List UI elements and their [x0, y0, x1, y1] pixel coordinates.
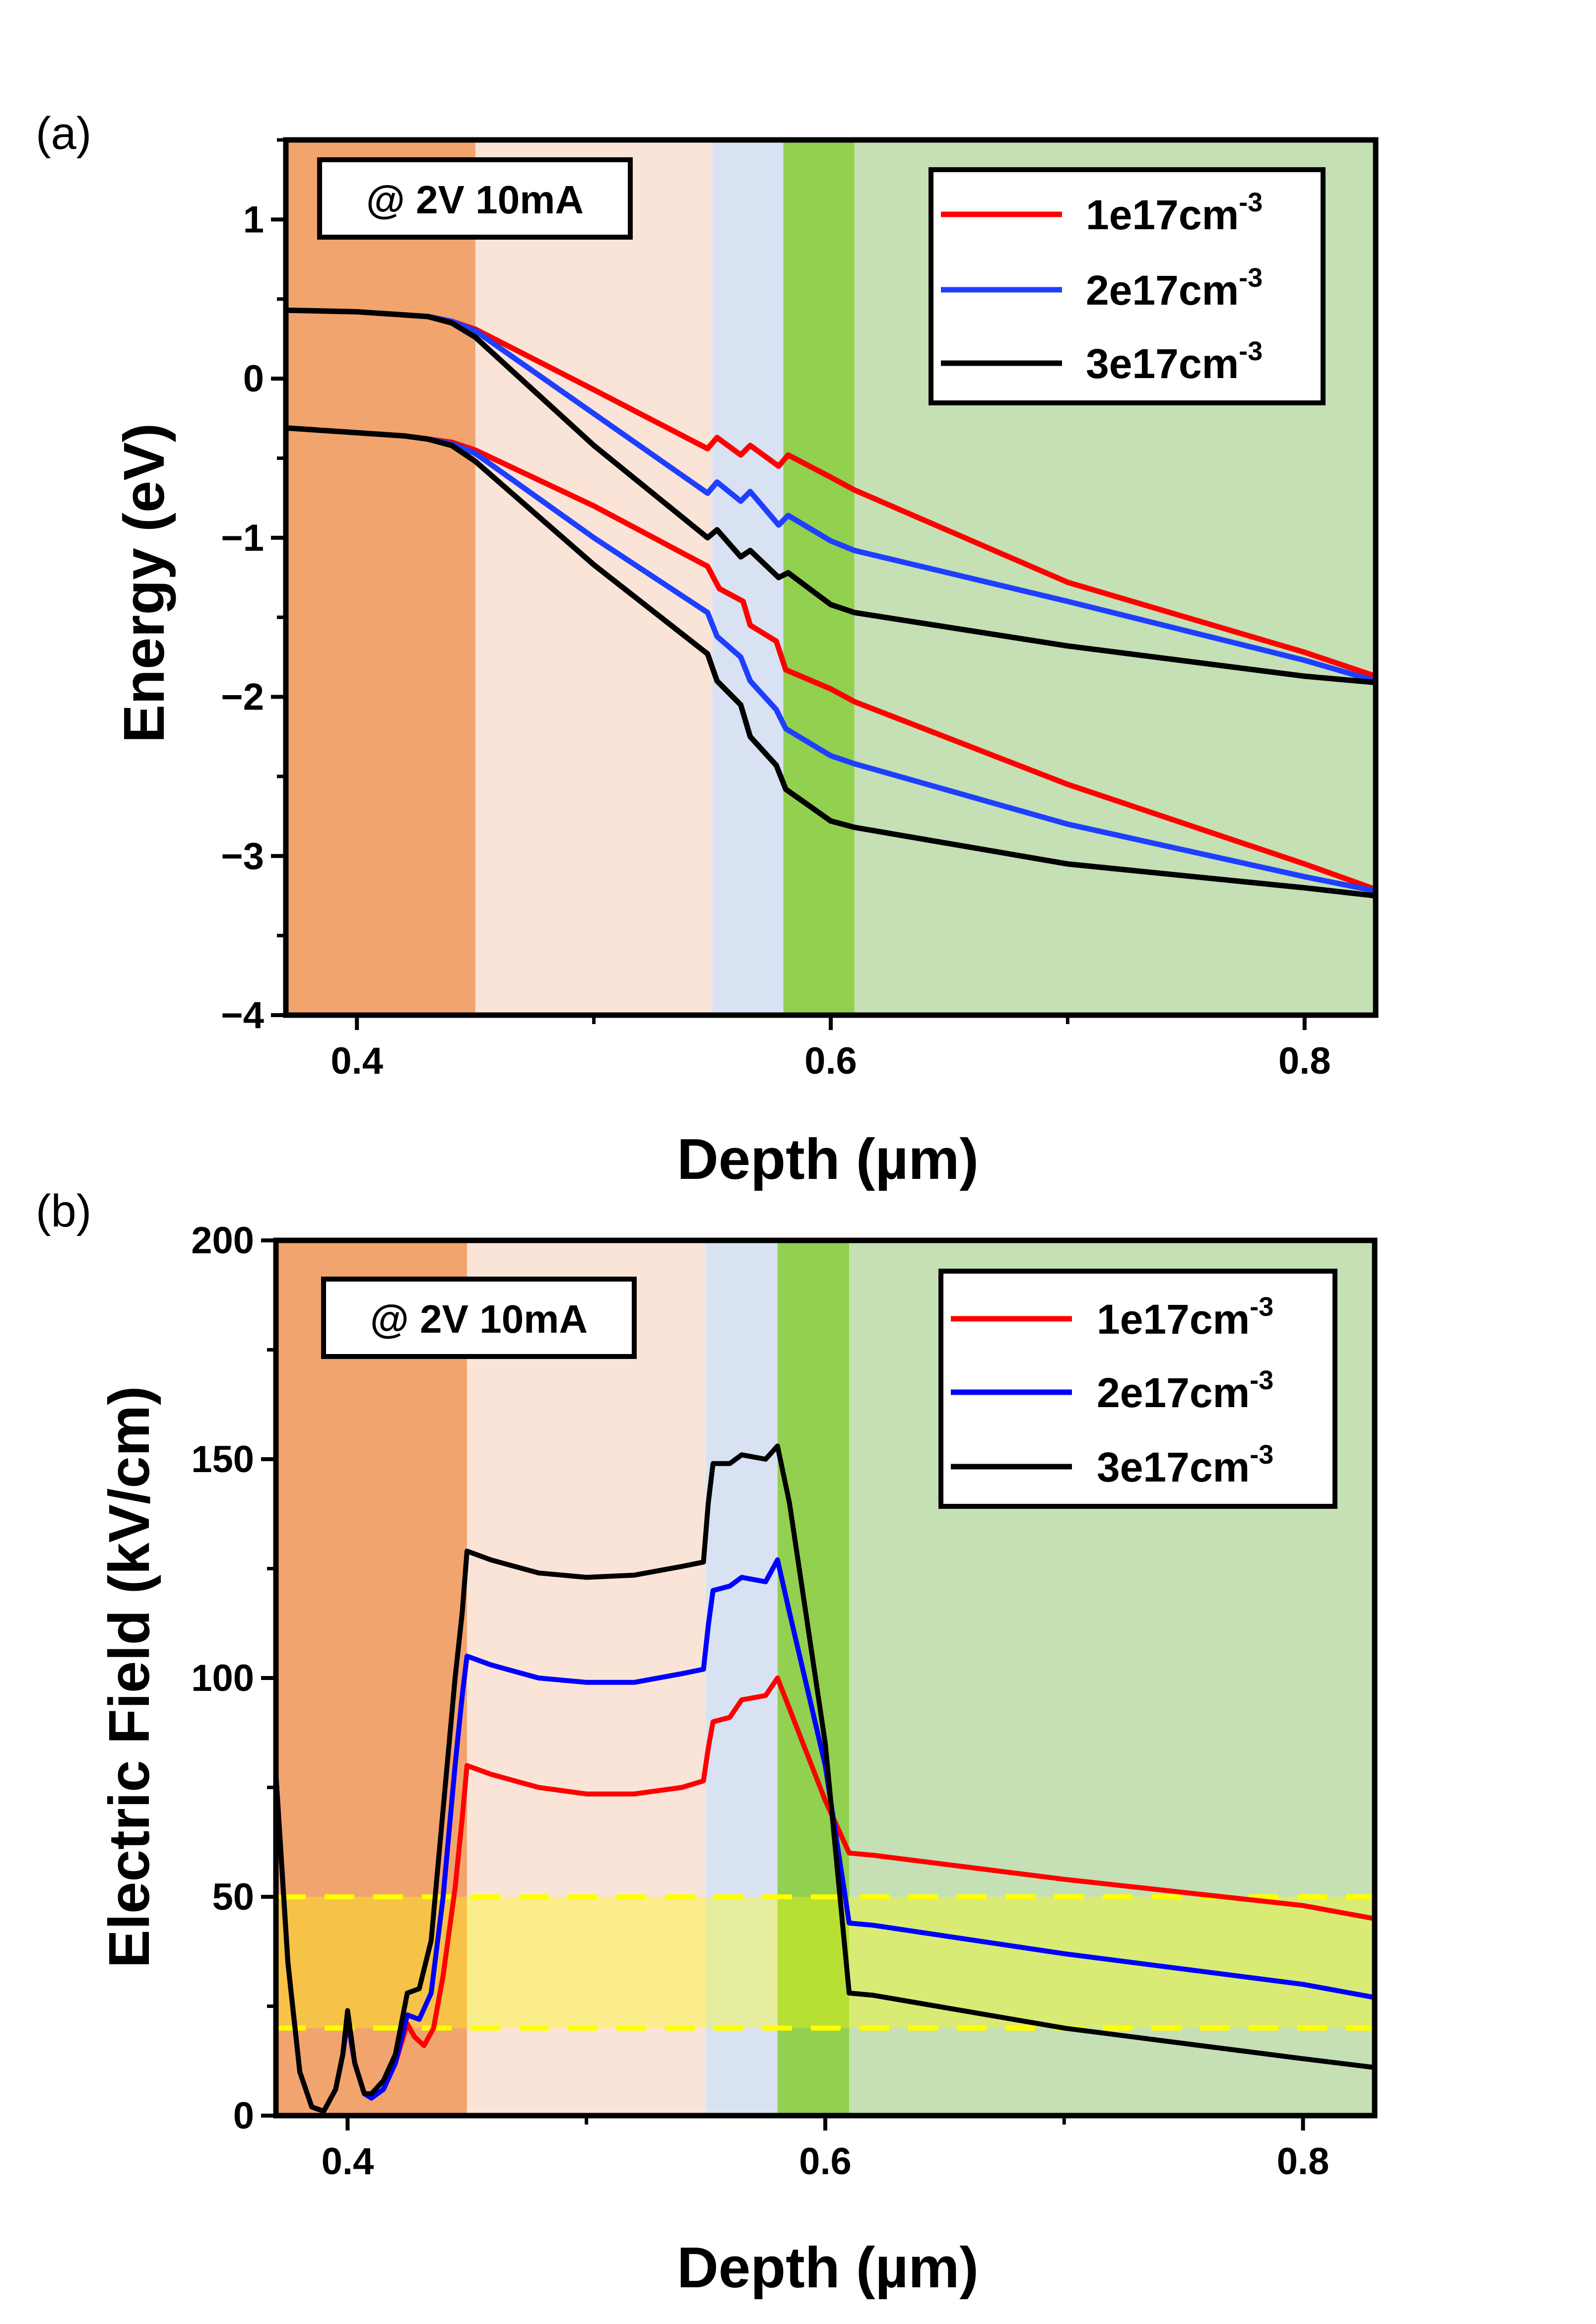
- layer-region: [712, 140, 784, 1015]
- electric-field-lines: [276, 1443, 1375, 2114]
- legend-label: 1e17cm-3: [1086, 188, 1263, 238]
- y-axis-label-a: Energy (eV): [112, 423, 176, 743]
- y-tick-label: 0: [243, 358, 264, 400]
- y-axis-label-b: Electric Field (kV/cm): [97, 1386, 161, 1968]
- series-line: [276, 1443, 1375, 2114]
- axis-ticks-a: 0.4 0.6 0.8 1 0 −1 −2 −3 −4: [221, 138, 1331, 1082]
- condition-annotation-b: @ 2V 10mA: [321, 1277, 637, 1359]
- panel-label-b: (b): [36, 1186, 91, 1236]
- series-line: [425, 314, 1376, 684]
- x-tick-label: 0.8: [1277, 2140, 1330, 2183]
- y-tick-label: −2: [221, 676, 264, 718]
- band-fill: [276, 1897, 1375, 2028]
- layer-region: [286, 140, 475, 1015]
- annotation-box: [317, 157, 633, 240]
- annotation-text: @ 2V 10mA: [370, 1297, 588, 1341]
- annotation-text: @ 2V 10mA: [366, 178, 584, 222]
- condition-annotation-a: @ 2V 10mA: [317, 157, 633, 240]
- layer-region: [475, 140, 713, 1015]
- legend-entry: 2e17cm-3: [941, 263, 1263, 314]
- legend-label: 2e17cm-3: [1086, 263, 1263, 314]
- y-tick-label: 50: [212, 1876, 254, 1918]
- annotation-box: [321, 1277, 637, 1359]
- y-tick-label: 100: [191, 1657, 254, 1699]
- axis-ticks-b: 0.4 0.6 0.8 200 150 100 50 0: [191, 1220, 1329, 2183]
- legend-entry: 2e17cm-3: [951, 1365, 1273, 1416]
- y-tick-label: 200: [191, 1220, 254, 1262]
- energy-band-panel: (a) 0.4 0.6 0.8 1 0 −1 −2 −3 −4 @ 2V 10mA 1e17cm…: [36, 108, 1379, 1191]
- x-tick-label: 0.6: [799, 2140, 852, 2183]
- series-line: [425, 314, 1376, 679]
- y-tick-label: −3: [221, 835, 264, 877]
- x-tick-label: 0.6: [804, 1040, 857, 1082]
- band-diagram-lines: [286, 307, 1376, 899]
- legend-b: 1e17cm-3 2e17cm-3 3e17cm-3: [938, 1269, 1337, 1509]
- series-line: [286, 307, 1376, 686]
- x-axis-label-a: Depth (µm): [677, 1127, 979, 1191]
- legend-entry: 3e17cm-3: [941, 336, 1263, 387]
- series-line: [425, 436, 1376, 893]
- y-tick-label: 0: [233, 2095, 254, 2137]
- legend-label: 2e17cm-3: [1097, 1365, 1273, 1416]
- x-axis-label-b: Depth (µm): [677, 2235, 979, 2300]
- legend-label: 3e17cm-3: [1086, 336, 1263, 387]
- layer-region: [706, 1240, 778, 2116]
- x-tick-label: 0.4: [331, 1040, 383, 1082]
- y-tick-label: 1: [243, 198, 264, 241]
- legend-entry: 3e17cm-3: [951, 1440, 1273, 1490]
- x-tick-label: 0.4: [322, 2140, 374, 2183]
- legend-entry: 1e17cm-3: [951, 1292, 1273, 1343]
- legend-label: 3e17cm-3: [1097, 1440, 1273, 1490]
- legend-label: 1e17cm-3: [1097, 1292, 1273, 1343]
- target-field-band: [276, 1894, 1375, 2031]
- panel-label-a: (a): [36, 108, 91, 159]
- x-tick-label: 0.8: [1278, 1040, 1331, 1082]
- y-tick-label: −4: [221, 994, 264, 1036]
- legend-entry: 1e17cm-3: [941, 188, 1263, 238]
- y-tick-label: 150: [191, 1438, 254, 1481]
- legend-a: 1e17cm-3 2e17cm-3 3e17cm-3: [929, 167, 1326, 405]
- series-line: [425, 436, 1376, 894]
- series-line: [286, 425, 1376, 899]
- layer-regions-b: [276, 1240, 1375, 2116]
- electric-field-panel: (b) 0.4 0.6 0.8 200 150 100 50 0 @ 2V 10mA 1e17…: [36, 1186, 1378, 2300]
- y-tick-label: −1: [221, 517, 264, 559]
